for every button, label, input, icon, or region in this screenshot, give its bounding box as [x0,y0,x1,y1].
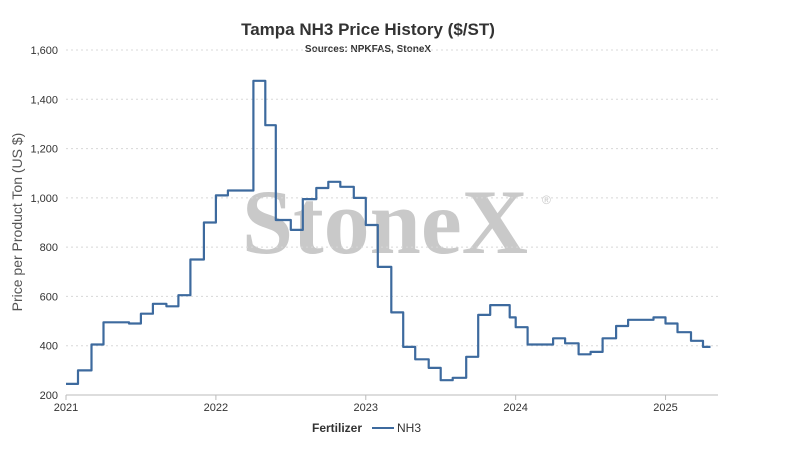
y-tick-label: 1,600 [30,45,58,57]
legend-item-nh3[interactable]: NH3 [397,421,421,435]
y-axis-ticks: 200 400 600 800 1,000 1,200 1,400 1,600 [30,45,58,402]
series-line-nh3[interactable] [66,79,711,385]
y-tick-label: 1,200 [30,144,58,156]
legend: Fertilizer NH3 [312,421,421,435]
x-tick-label: 2025 [653,402,677,414]
x-axis-ticks: 2021 2022 2023 2024 2025 [54,395,678,414]
series-layer [66,79,711,385]
x-tick-label: 2022 [204,402,228,414]
x-tick-label: 2021 [54,402,78,414]
x-tick-label: 2023 [354,402,378,414]
legend-title: Fertilizer [312,421,362,435]
y-axis-label: Price per Product Ton (US $) [9,133,25,312]
y-tick-label: 200 [40,390,58,402]
chart-title: Tampa NH3 Price History ($/ST) [241,20,495,39]
y-tick-label: 400 [40,341,58,353]
chart-subtitle: Sources: NPKFAS, StoneX [305,44,431,55]
y-tick-label: 1,400 [30,94,58,106]
y-tick-label: 600 [40,291,58,303]
y-tick-label: 800 [40,242,58,254]
y-tick-label: 1,000 [30,193,58,205]
x-tick-label: 2024 [503,402,527,414]
watermark: StoneX [242,171,528,273]
watermark-registered-mark: ® [542,193,551,207]
